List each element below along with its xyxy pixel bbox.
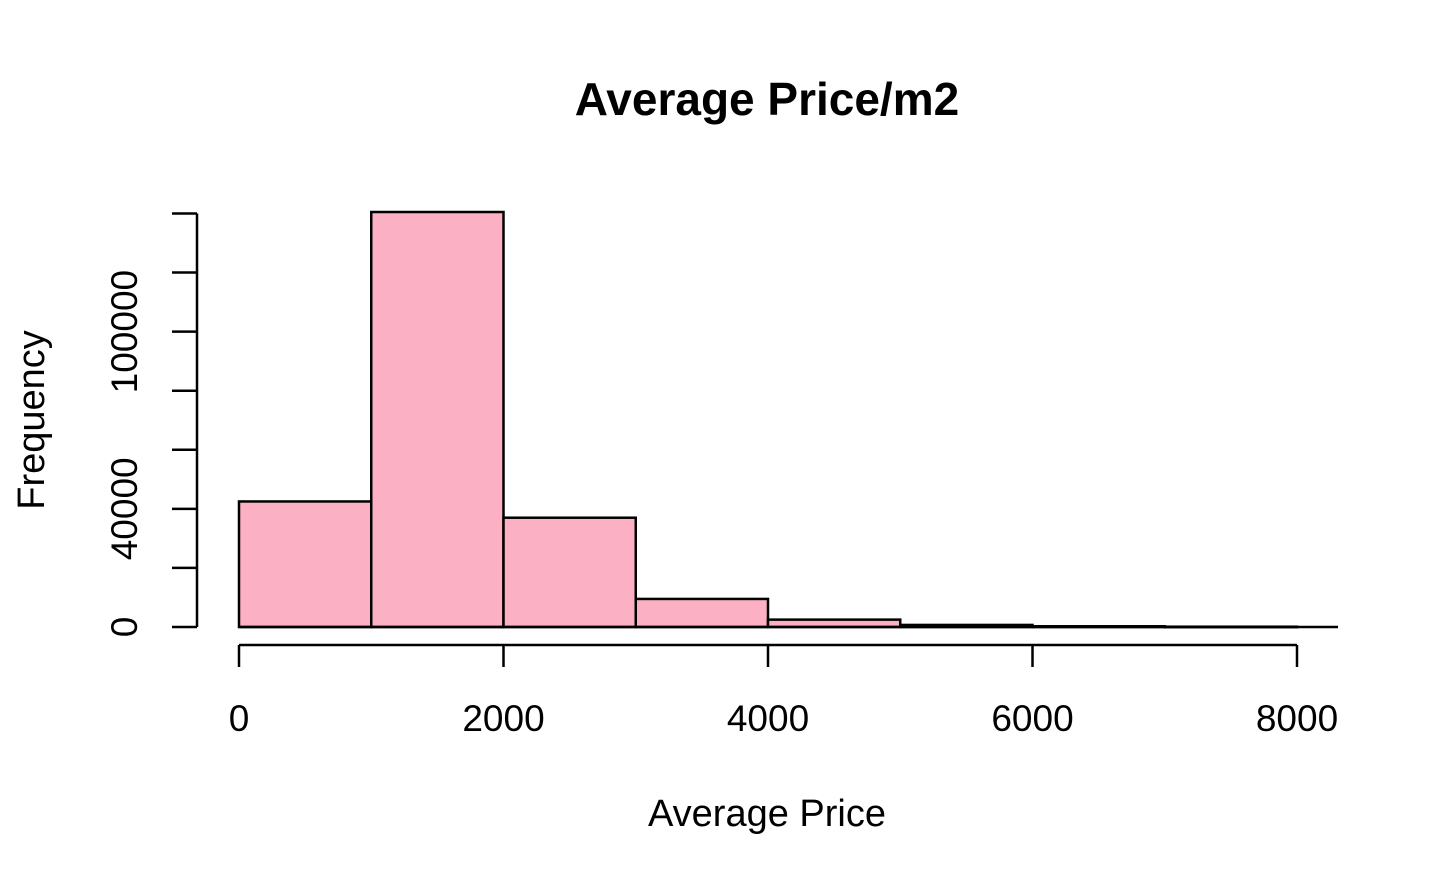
histogram-bar-0 bbox=[237, 500, 373, 629]
x-tick-label: 8000 bbox=[1256, 698, 1338, 739]
x-axis: 0 2000 4000 6000 8000 bbox=[229, 643, 1338, 739]
histogram-bar-3 bbox=[634, 597, 770, 629]
x-tick-label: 2000 bbox=[462, 698, 544, 739]
histogram-bar-2 bbox=[502, 516, 637, 629]
x-axis-label: Average Price bbox=[648, 793, 886, 835]
x-tick-label: 6000 bbox=[991, 698, 1073, 739]
y-axis-label: Frequency bbox=[11, 330, 53, 510]
x-tick-label: 4000 bbox=[727, 698, 809, 739]
y-tick-label: 0 bbox=[104, 617, 145, 638]
x-tick-label: 0 bbox=[229, 698, 250, 739]
y-tick-label: 100000 bbox=[104, 270, 145, 393]
histogram-bar-1 bbox=[370, 210, 505, 629]
bars-group bbox=[237, 210, 1338, 629]
y-axis: 0 40000 100000 bbox=[104, 212, 199, 638]
y-tick-label: 40000 bbox=[104, 457, 145, 560]
chart-title: Average Price/m2 bbox=[575, 73, 959, 125]
